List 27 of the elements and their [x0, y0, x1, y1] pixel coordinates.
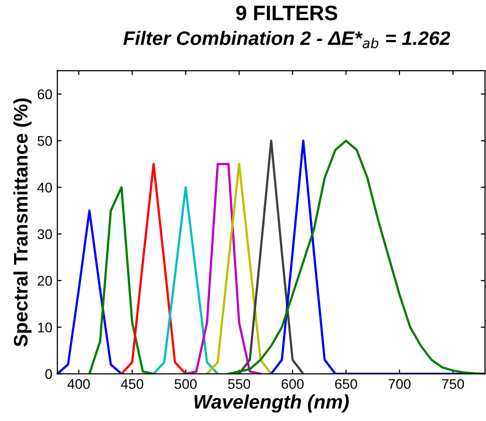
- y-tick-label: 0: [45, 369, 52, 380]
- x-tick-label: 500: [174, 379, 197, 389]
- line-series: [88, 186, 155, 374]
- chart-subtitle: Filter Combination 2 - ΔE*$_{ab}$ = 1.262: [123, 30, 450, 48]
- x-tick-label: 450: [120, 379, 144, 389]
- x-tick-label: 750: [442, 379, 464, 389]
- x-tick-label: 400: [67, 379, 90, 389]
- y-tick-label: 40: [37, 182, 52, 192]
- x-tick-label: 600: [282, 379, 304, 389]
- y-tick-label: 20: [38, 276, 52, 286]
- line-series: [227, 140, 486, 374]
- y-axis-title: Spectral Transmittance (%): [13, 98, 32, 347]
- y-tick-label: 30: [38, 229, 52, 240]
- line-series: [120, 162, 187, 374]
- y-tick-label: 60: [38, 89, 52, 100]
- x-tick-label: 650: [335, 379, 358, 389]
- line-series: [206, 162, 272, 374]
- line-series: [57, 210, 123, 374]
- x-axis-title: Wavelength (nm): [194, 394, 349, 413]
- chart-title: 9 FILTERS: [236, 6, 338, 20]
- y-tick-label: 10: [38, 322, 52, 332]
- x-tick-label: 700: [388, 379, 411, 389]
- line-series: [152, 186, 219, 374]
- y-tick-label: 50: [38, 136, 52, 146]
- line-series: [184, 162, 262, 374]
- x-tick-label: 550: [228, 379, 250, 389]
- line-series: [238, 140, 304, 374]
